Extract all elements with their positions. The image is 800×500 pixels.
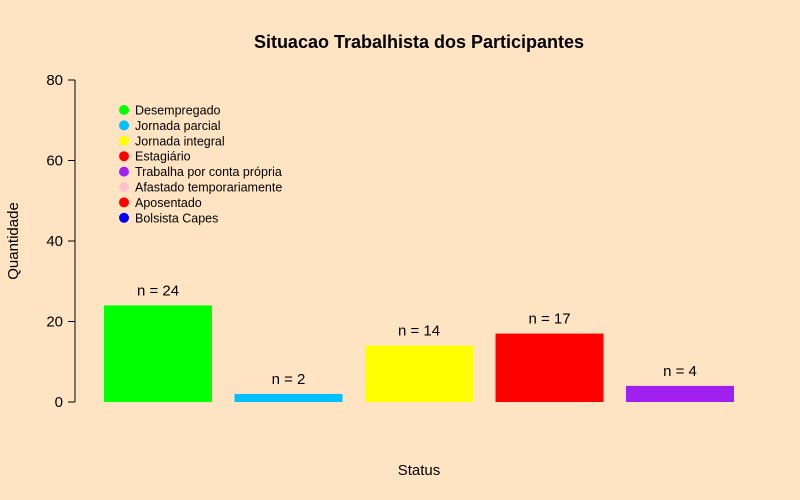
- y-axis-label: Quantidade: [5, 202, 22, 280]
- y-tick-label: 80: [46, 72, 63, 89]
- bar: [104, 305, 212, 402]
- bar-value-label: n = 14: [398, 323, 440, 340]
- legend-marker: [119, 182, 129, 192]
- legend-marker: [119, 135, 129, 146]
- bar: [365, 345, 473, 402]
- y-tick-label: 0: [55, 394, 63, 411]
- bar: [495, 333, 604, 402]
- legend-item-label: Estagiário: [135, 150, 191, 164]
- bar-value-label: n = 2: [272, 371, 306, 388]
- legend-marker: [119, 151, 129, 162]
- bar: [626, 385, 734, 402]
- legend-item-label: Afastado temporariamente: [135, 181, 282, 195]
- legend-marker: [119, 105, 129, 115]
- y-axis-ticks: 0 20 40 60 80: [46, 72, 75, 411]
- legend-item-label: Bolsista Capes: [135, 211, 218, 225]
- legend-item-label: Trabalha por conta própria: [135, 165, 282, 179]
- legend-item-label: Desempregado: [135, 104, 221, 118]
- chart-title: Situacao Trabalhista dos Participantes: [254, 32, 584, 52]
- legend-marker: [119, 166, 129, 177]
- x-axis-label: Status: [398, 462, 441, 479]
- y-tick-label: 40: [46, 233, 63, 250]
- bar-value-label: n = 17: [528, 311, 570, 328]
- legend-marker: [119, 197, 129, 208]
- legend-item-label: Aposentado: [135, 196, 202, 210]
- bar-value-label: n = 4: [663, 363, 697, 380]
- legend-marker: [119, 212, 129, 223]
- bar-value-label: n = 24: [137, 282, 179, 299]
- y-tick-label: 60: [46, 153, 63, 170]
- legend-item-label: Jornada parcial: [135, 119, 220, 133]
- bars: n = 24 n = 2 n = 14 n = 17 n = 4: [104, 282, 734, 402]
- bar: [234, 393, 343, 402]
- legend-marker: [119, 120, 129, 131]
- y-tick-label: 20: [46, 314, 63, 331]
- legend-item-label: Jornada integral: [135, 134, 225, 148]
